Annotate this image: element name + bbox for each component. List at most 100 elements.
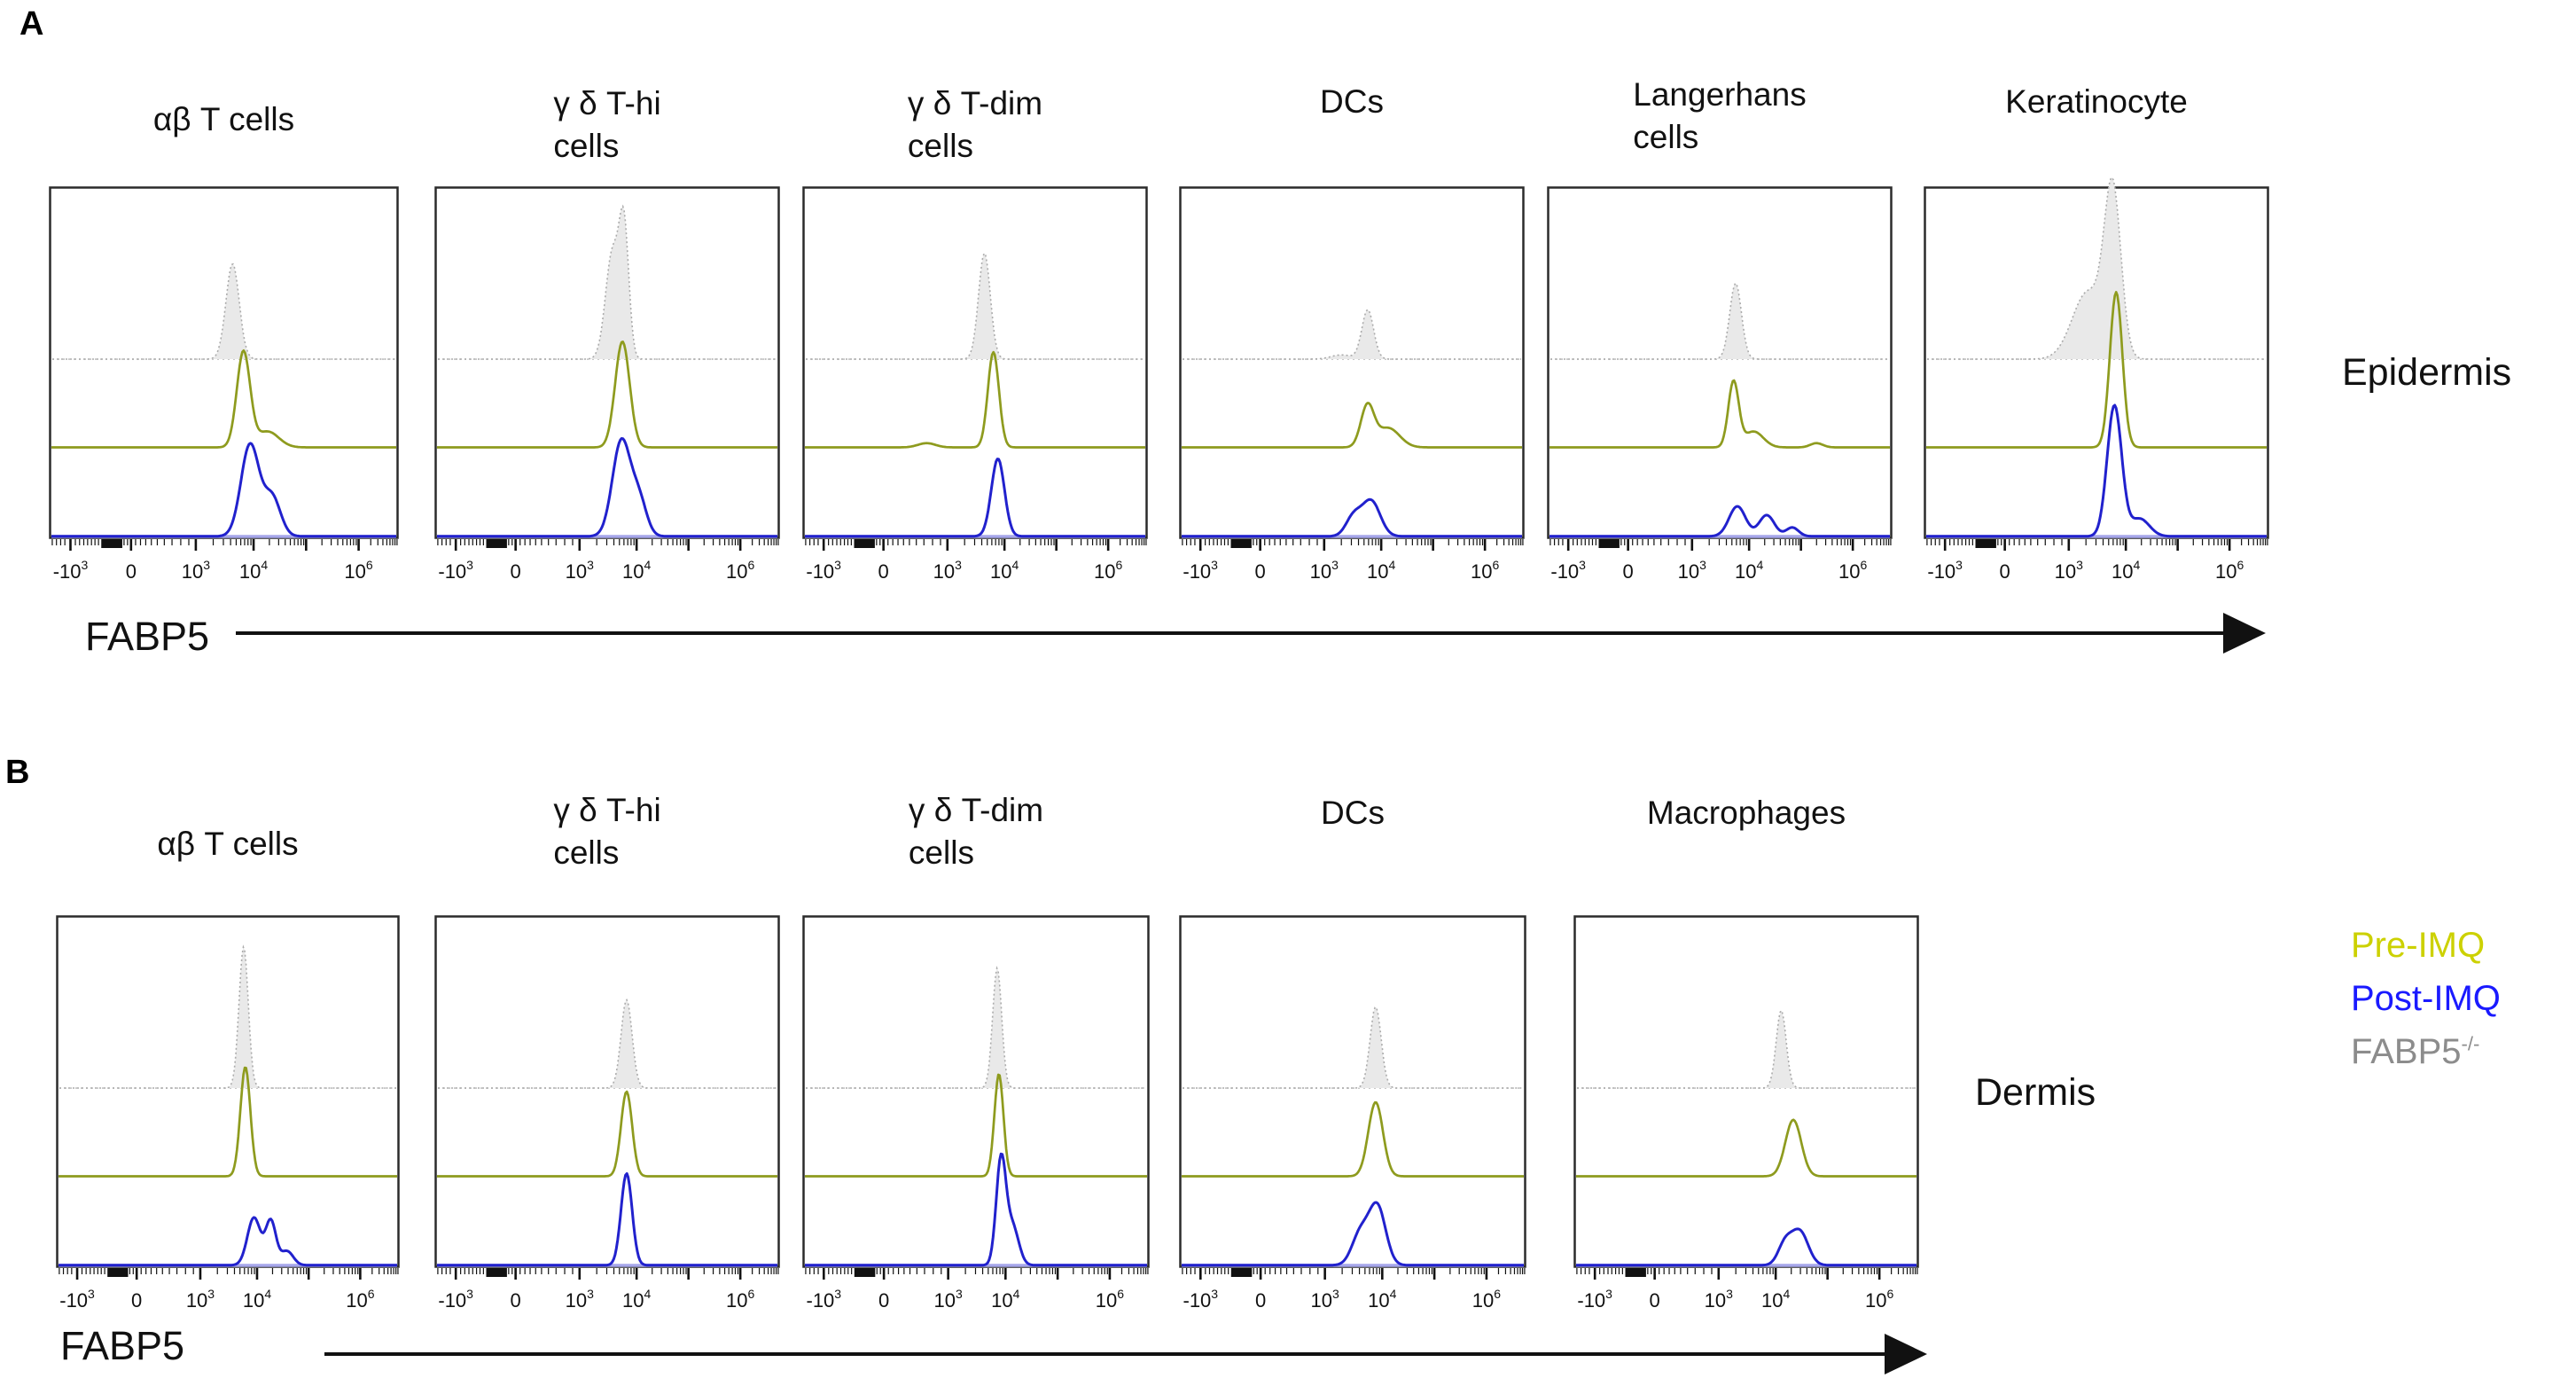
x-tick-label: 104 (1735, 558, 1763, 583)
histogram-plot-b-2: -103 0 103 104 106 (434, 915, 780, 1312)
x-tick-label: 103 (566, 1287, 594, 1312)
pre-imq-curve (437, 341, 777, 449)
post-imq-curve (805, 458, 1145, 538)
post-imq-curve (51, 442, 396, 538)
x-tick-label: 103 (1310, 1287, 1339, 1312)
histogram-plot-a-2: -103 0 103 104 106 (434, 186, 780, 583)
x-tick-label: -103 (1550, 558, 1586, 583)
pre-imq-curve (1550, 379, 1890, 449)
x-tick-label: -103 (1577, 1287, 1612, 1312)
post-imq-curve (1182, 1201, 1524, 1267)
legend-item-post-imq: Post-IMQ (2351, 975, 2501, 1022)
plot-title-b-2: γ δ T-hi cells (553, 792, 661, 871)
plot-title-b-5: Macrophages (1646, 794, 1846, 831)
x-tick-label: 103 (2055, 558, 2083, 583)
fabp5-axis-arrowhead-icon-a (2223, 613, 2266, 654)
x-tick-label: -103 (59, 1287, 95, 1312)
x-tick-label: 106 (1094, 558, 1122, 583)
x-tick-label: 106 (1471, 558, 1499, 583)
fabp5-axis-arrow-line-b (324, 1352, 1888, 1356)
post-imq-curve (59, 1216, 397, 1267)
x-tick-label: 0 (131, 1289, 142, 1312)
pre-imq-curve (805, 1073, 1147, 1178)
histogram-plot-a-6: -103 0 103 104 106 (1924, 176, 2269, 583)
x-tick-label: 104 (2112, 558, 2140, 583)
post-imq-curve (805, 1152, 1147, 1267)
legend: Pre-IMQ Post-IMQ FABP5-/- (2351, 922, 2501, 1075)
x-tick-label: 103 (933, 558, 962, 583)
x-tick-label: 104 (239, 558, 268, 583)
post-imq-curve (1576, 1227, 1916, 1267)
plot-title-b-1: αβ T cells (157, 825, 299, 862)
legend-label-pre-imq: Pre-IMQ (2351, 926, 2486, 965)
plot-title-a-3: γ δ T-dim cells (907, 85, 1043, 164)
x-tick-label: 106 (346, 1287, 374, 1312)
x-tick-label: 104 (1367, 558, 1395, 583)
x-tick-label: 0 (878, 1289, 889, 1312)
x-tick-label: 0 (511, 1289, 521, 1312)
x-tick-label: 0 (1255, 1289, 1266, 1312)
post-imq-curve (437, 1172, 777, 1267)
histogram-plot-b-1: -103 0 103 104 106 (56, 915, 400, 1312)
legend-item-pre-imq: Pre-IMQ (2351, 922, 2501, 968)
x-tick-label: 106 (2215, 558, 2244, 583)
pre-imq-curve (805, 350, 1145, 449)
fabp5ko-curve (1577, 1009, 1916, 1089)
fabp5-axis-arrowhead-icon-b (1885, 1334, 1927, 1374)
histogram-plot-b-5: -103 0 103 104 106 (1573, 915, 1919, 1312)
post-imq-curve (1182, 497, 1522, 538)
fabp5ko-curve (438, 998, 777, 1089)
fabp5-axis-label-a: FABP5 (85, 614, 210, 659)
post-imq-curve (1926, 403, 2267, 538)
x-tick-label: 0 (2000, 560, 2010, 583)
plot-title-a-6: Keratinocyte (2005, 82, 2188, 120)
pre-imq-curve (59, 1066, 397, 1178)
x-tick-label: 104 (991, 1287, 1019, 1312)
x-tick-label: -103 (1183, 558, 1218, 583)
x-tick-label: 103 (566, 558, 594, 583)
x-tick-label: 0 (1650, 1289, 1660, 1312)
x-tick-label: 103 (933, 1287, 962, 1312)
pre-imq-curve (1182, 402, 1522, 449)
fabp5ko-curve (438, 204, 777, 360)
histogram-plot-a-4: -103 0 103 104 106 (1179, 186, 1525, 583)
legend-item-fabp5-ko: FABP5-/- (2351, 1029, 2501, 1075)
x-tick-label: 0 (1623, 560, 1634, 583)
fabp5ko-curve (1927, 176, 2266, 360)
epidermis-row-label: Epidermis (2342, 351, 2512, 394)
fabp5-axis-label-b: FABP5 (60, 1323, 185, 1368)
x-tick-label: -103 (53, 558, 89, 583)
fabp5ko-curve (806, 966, 1146, 1089)
plot-title-a-5: Langerhans cells (1633, 76, 1807, 155)
post-imq-curve (1550, 505, 1890, 538)
fabp5ko-curve (59, 944, 396, 1089)
legend-label-fabp5-ko-sup: -/- (2461, 1032, 2480, 1055)
histogram-plot-a-5: -103 0 103 104 106 (1547, 186, 1893, 583)
x-tick-label: 104 (1761, 1287, 1790, 1312)
panel-a-letter: A (20, 5, 44, 43)
x-tick-label: -103 (806, 558, 841, 583)
fabp5ko-curve (1183, 309, 1521, 360)
x-tick-label: -103 (1927, 558, 1963, 583)
x-tick-label: 103 (1310, 558, 1339, 583)
x-tick-label: 0 (878, 560, 889, 583)
fabp5ko-curve (806, 252, 1144, 360)
x-tick-label: -103 (1183, 1287, 1219, 1312)
x-tick-label: 103 (1678, 558, 1706, 583)
x-tick-label: 103 (186, 1287, 215, 1312)
pre-imq-curve (1926, 291, 2267, 449)
plot-title-b-4: DCs (1321, 794, 1385, 831)
x-tick-label: 106 (344, 558, 372, 583)
fabp5ko-curve (1550, 282, 1889, 360)
x-tick-label: -103 (807, 1287, 842, 1312)
x-tick-label: 106 (726, 558, 754, 583)
legend-label-post-imq: Post-IMQ (2351, 979, 2501, 1018)
x-tick-label: 104 (622, 558, 651, 583)
pre-imq-curve (51, 348, 396, 449)
plot-title-a-4: DCs (1320, 82, 1384, 120)
x-tick-label: -103 (438, 558, 473, 583)
histogram-plot-a-3: -103 0 103 104 106 (802, 186, 1148, 583)
x-tick-label: 106 (726, 1287, 754, 1312)
x-tick-label: 106 (1838, 558, 1867, 583)
